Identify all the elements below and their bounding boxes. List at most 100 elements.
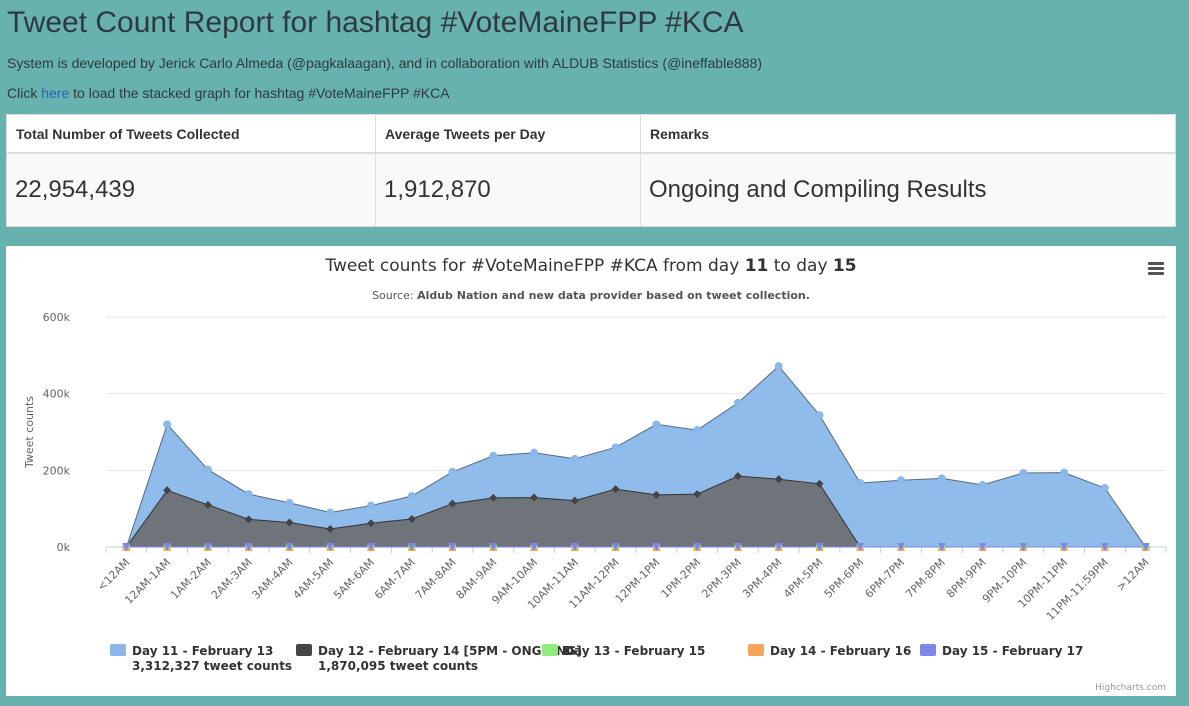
legend-label: Day 14 - February 16 [770,644,911,658]
point-1 [285,518,294,527]
point-1 [733,472,742,481]
point-1 [448,499,457,508]
point-0 [1060,468,1069,477]
point-1 [203,500,212,509]
x-tick-labels: <12AM12AM-1AM1AM-2AM2AM-3AM3AM-4AM4AM-5A… [95,556,1152,623]
point-0 [897,476,905,485]
y-tick-label: 200k [43,464,71,477]
legend-item[interactable]: Day 14 - February 16 [748,644,911,658]
legend-swatch [748,644,764,656]
x-tick-label: 2AM-3AM [209,556,255,602]
point-1 [652,490,661,499]
summary-value-row: 22,954,439 1,912,870 Ongoing and Compili… [6,152,1176,227]
legend-label: Day 13 - February 15 [564,644,705,658]
point-1 [367,519,375,528]
point-1 [530,493,539,502]
x-tick-label: 1PM-2PM [659,556,704,601]
point-0 [978,480,987,489]
point-4 [978,543,987,551]
legend-item[interactable]: Day 12 - February 14 [5PM - ONGOING]1,87… [296,644,582,673]
point-0 [448,467,457,476]
x-tick-label: 3PM-4PM [740,556,785,601]
point-4 [1019,543,1028,551]
point-4 [937,543,946,551]
page-title: Tweet Count Report for hashtag #VoteMain… [7,6,744,39]
x-tick-label: 4PM-5PM [781,556,826,601]
highcharts-credit[interactable]: Highcharts.com [1095,683,1166,693]
summary-remarks-value: Ongoing and Compiling Results [640,152,1176,227]
x-tick-label: 1AM-2AM [168,556,214,602]
x-tick-label: 6PM-7PM [862,556,907,601]
x-tick-label: 3AM-4AM [250,556,296,602]
point-0 [203,465,212,474]
point-0 [570,454,579,463]
legend-sublabel: 3,312,327 tweet counts [132,659,292,673]
point-1 [774,475,783,484]
point-0 [733,398,742,407]
x-tick-label: <12AM [95,556,133,594]
summary-header-average: Average Tweets per Day [375,114,641,154]
point-0 [937,474,946,483]
point-0 [285,498,294,507]
point-4 [489,543,498,551]
summary-table: Total Number of Tweets Collected Average… [6,114,1176,227]
point-0 [1100,483,1109,492]
y-axis-label: Tweet counts [23,396,36,469]
point-4 [1141,543,1150,551]
point-4 [448,543,457,551]
point-0 [774,362,783,371]
x-tick-label: 7PM-8PM [903,556,948,601]
y-tick-label: 600k [43,311,71,324]
point-4 [203,543,212,551]
point-4 [122,543,131,551]
legend-item[interactable]: Day 15 - February 17 [920,644,1083,658]
point-0 [1019,469,1028,478]
point-1 [570,496,579,505]
legend-label: Day 12 - February 14 [5PM - ONGOING] [318,644,582,658]
point-0 [611,443,620,452]
point-0 [163,420,172,429]
point-4 [815,543,824,551]
point-4 [611,543,620,551]
legend-swatch [296,644,312,656]
chart-menu-icon[interactable] [1148,262,1164,276]
area-layer [125,365,1147,548]
point-0 [530,448,539,457]
point-4 [1100,543,1109,551]
point-4 [285,543,294,551]
point-1 [489,493,498,502]
point-4 [897,543,905,551]
point-4 [693,543,702,551]
x-tick-label: 12PM-1PM [613,556,663,606]
point-4 [856,543,865,551]
load-stacked-graph-link[interactable]: here [41,85,70,101]
load-suffix: to load the stacked graph for hashtag #V… [69,85,450,101]
load-prefix: Click [7,85,42,101]
legend-swatch [920,644,936,656]
legend-swatch [110,644,126,656]
chart-svg: Tweet counts for #VoteMaineFPP #KCA from… [23,256,1167,673]
marker-layer [122,362,1150,551]
point-1 [815,479,824,488]
point-0 [693,426,702,435]
legend-item[interactable]: Day 13 - February 15 [542,644,705,658]
point-1 [693,490,702,499]
load-graph-line: Click here to load the stacked graph for… [7,85,450,101]
legend: Day 11 - February 133,312,327 tweet coun… [110,644,1083,673]
point-0 [856,478,865,487]
point-1 [244,515,253,524]
y-tick-label: 0k [57,541,71,554]
point-1 [326,524,335,533]
point-4 [774,543,783,551]
point-4 [733,543,742,551]
legend-label: Day 11 - February 13 [132,644,273,658]
legend-label: Day 15 - February 17 [942,644,1083,658]
point-4 [570,543,579,551]
x-tick-label: 5PM-6PM [822,556,867,601]
summary-header-remarks: Remarks [640,114,1176,154]
series-line-0 [125,365,1147,548]
point-0 [652,420,661,429]
legend-item[interactable]: Day 11 - February 133,312,327 tweet coun… [110,644,292,673]
point-4 [530,543,539,551]
summary-header-row: Total Number of Tweets Collected Average… [6,114,1176,154]
